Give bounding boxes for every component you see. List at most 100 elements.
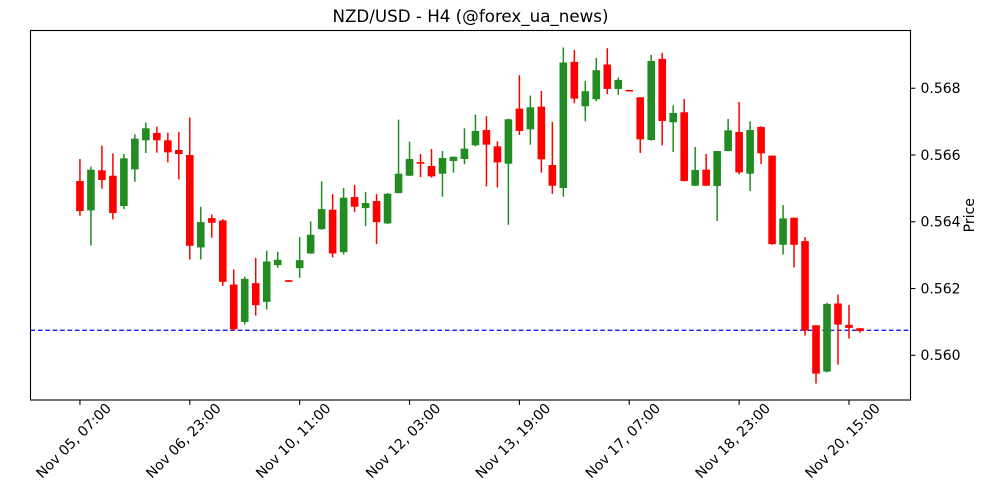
candle-body-up xyxy=(131,138,139,170)
candle-body-up xyxy=(383,193,392,224)
candle-body-down xyxy=(801,241,809,331)
candle-body-down xyxy=(548,165,557,186)
y-tick-label: 0.562 xyxy=(921,281,961,297)
candle xyxy=(636,97,645,153)
candle-body-down xyxy=(328,209,337,254)
candle xyxy=(207,214,216,238)
candle xyxy=(504,118,513,225)
candle xyxy=(603,48,612,95)
candle-body-up xyxy=(361,203,370,209)
candle xyxy=(449,156,458,173)
candle xyxy=(592,57,601,102)
candle-body-up xyxy=(120,158,128,207)
candle-body-down xyxy=(812,325,820,374)
candle-body-down xyxy=(680,112,688,182)
candle-body-up xyxy=(779,218,787,245)
candle xyxy=(339,188,348,255)
x-tick-label: Nov 12, 03:00 xyxy=(363,401,444,482)
candle-body-up xyxy=(471,130,480,146)
candle xyxy=(372,194,381,245)
candle xyxy=(218,219,227,286)
candle-body-up xyxy=(713,150,721,187)
candle-body-up xyxy=(592,70,601,100)
candle-body-up xyxy=(746,129,754,174)
candle-body-up xyxy=(691,170,699,186)
candle xyxy=(493,141,502,188)
candle xyxy=(317,181,326,230)
candle-body-up xyxy=(669,112,677,123)
candle xyxy=(834,294,842,365)
x-axis-ticks: Nov 05, 07:00 Nov 06, 23:00 Nov 10, 11:00 N… xyxy=(34,400,884,482)
candle xyxy=(581,80,590,122)
candle xyxy=(405,141,414,177)
candle xyxy=(823,302,831,373)
candle-body-down xyxy=(636,97,645,140)
candle xyxy=(537,90,546,173)
candle-body-down xyxy=(845,324,853,328)
candle-body-down xyxy=(790,217,798,245)
plot-border xyxy=(29,29,912,401)
candle xyxy=(262,250,271,310)
candle xyxy=(526,95,535,145)
candle xyxy=(471,114,480,147)
candle-body-down xyxy=(603,64,612,89)
candle xyxy=(482,116,491,187)
candle xyxy=(229,269,238,331)
candle xyxy=(306,221,315,254)
candle xyxy=(98,145,106,189)
candles-group xyxy=(76,47,864,384)
candle xyxy=(438,150,447,197)
candle-body-down xyxy=(768,155,776,245)
candle xyxy=(625,89,634,92)
candle xyxy=(713,150,721,222)
x-tick-label: Nov 06, 23:00 xyxy=(143,401,224,482)
candle-body-up xyxy=(438,158,447,174)
candle-body-up xyxy=(394,173,403,194)
x-tick-label: Nov 18, 23:00 xyxy=(693,401,774,482)
candle-body-up xyxy=(581,91,590,107)
candle-body-down xyxy=(735,131,743,173)
candle xyxy=(702,154,710,187)
candle xyxy=(251,257,260,316)
candle-body-down xyxy=(482,129,491,145)
candle xyxy=(691,146,699,187)
chart-title: NZD/USD - H4 (@forex_ua_news) xyxy=(333,6,609,27)
candle-body-down xyxy=(109,175,117,214)
candle-body-up xyxy=(460,148,469,160)
candle-body-down xyxy=(76,181,84,212)
candle-body-up xyxy=(295,260,304,269)
candle xyxy=(515,75,524,135)
candle-body-down xyxy=(834,303,842,325)
candle-body-down xyxy=(537,106,546,160)
candle-body-down xyxy=(186,155,194,246)
x-tick-label: Nov 17, 07:00 xyxy=(583,401,664,482)
candle xyxy=(120,154,128,210)
candle-body-down xyxy=(757,126,765,154)
candle-body-down xyxy=(153,132,161,141)
candle xyxy=(416,154,425,178)
candle-body-down xyxy=(702,169,710,186)
y-tick-label: 0.560 xyxy=(921,348,961,364)
candle-body-up xyxy=(87,169,95,211)
candle-body-down xyxy=(372,201,381,223)
candle-body-up xyxy=(262,261,271,302)
candle-body-down xyxy=(625,89,634,92)
candle-body-up xyxy=(526,107,535,130)
candle xyxy=(328,194,337,258)
candle xyxy=(284,280,293,282)
x-tick-label: Nov 10, 11:00 xyxy=(253,401,334,482)
candle xyxy=(746,121,754,192)
candle-body-down xyxy=(98,170,106,181)
candle-body-down xyxy=(515,108,524,131)
candle-body-down xyxy=(493,146,502,163)
candle-body-up xyxy=(196,222,205,248)
candle-body-up xyxy=(273,259,282,266)
candle-body-up xyxy=(724,130,732,151)
candle xyxy=(614,77,623,95)
candle-body-down xyxy=(218,220,227,282)
y-axis-label: Price xyxy=(962,198,978,232)
y-tick-label: 0.564 xyxy=(921,215,961,231)
candle-body-down xyxy=(251,283,260,306)
